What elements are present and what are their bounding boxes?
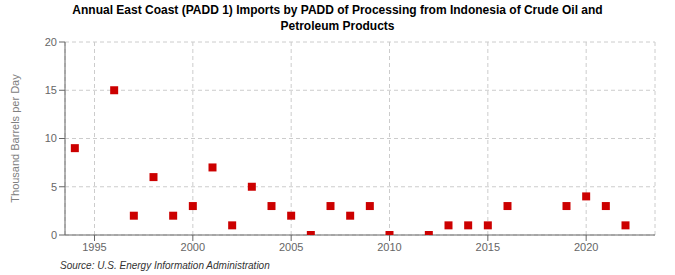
svg-text:2015: 2015	[476, 241, 500, 253]
svg-text:2005: 2005	[279, 241, 303, 253]
html-text:Annual East Coast (PADD 1) Imp: Annual East Coast (PADD 1) Imports by PA…	[72, 3, 603, 17]
svg-text:10: 10	[45, 132, 57, 144]
svg-text:1995: 1995	[82, 241, 106, 253]
html-text:Source: U.S. Energy Informatio: Source: U.S. Energy Information Administ…	[60, 260, 270, 271]
svg-text:5: 5	[51, 181, 57, 193]
svg-text:20: 20	[45, 36, 57, 48]
svg-text:15: 15	[45, 84, 57, 96]
svg-text:2000: 2000	[181, 241, 205, 253]
svg-text:0: 0	[51, 229, 57, 241]
svg-text:Thousand Barrels per Day: Thousand Barrels per Day	[9, 74, 21, 203]
svg-text:2020: 2020	[574, 241, 598, 253]
svg-text:2010: 2010	[377, 241, 401, 253]
html-text:Petroleum Products: Petroleum Products	[280, 19, 395, 33]
